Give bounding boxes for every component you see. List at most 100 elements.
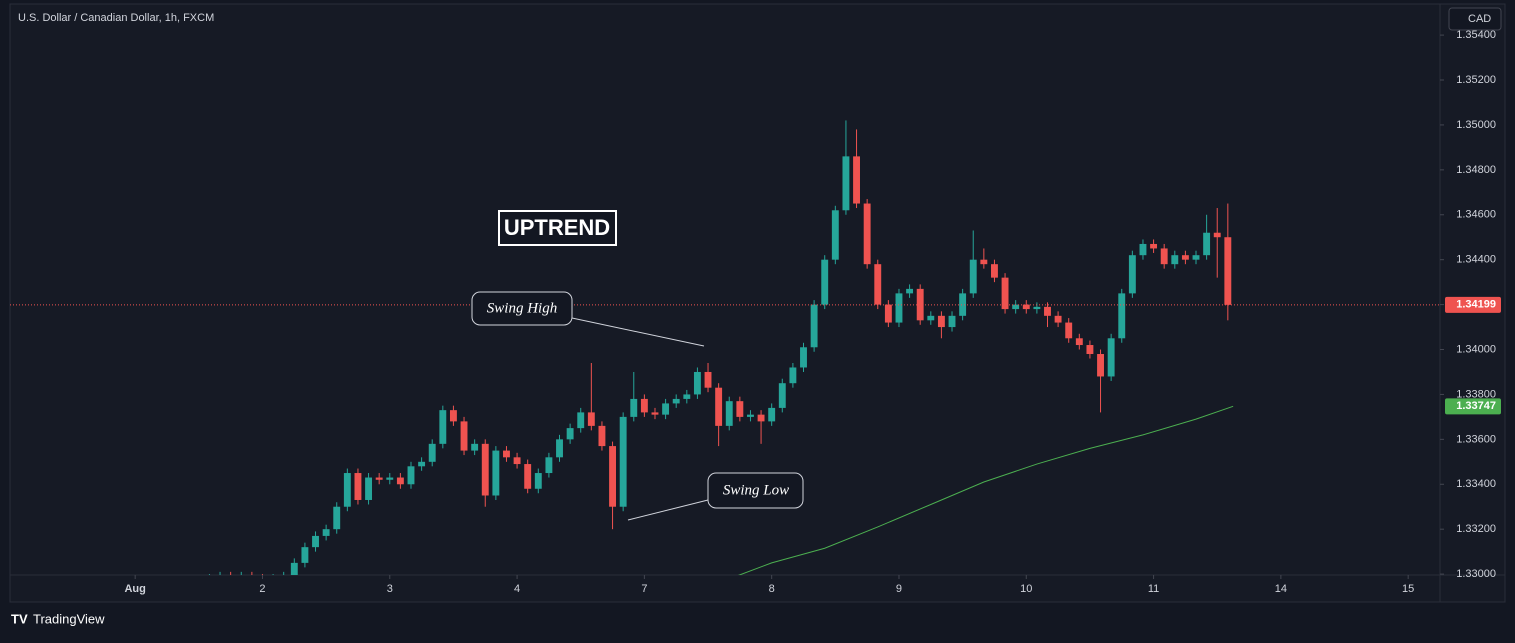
candle-body	[1203, 232, 1211, 256]
candle-body	[1075, 338, 1083, 346]
y-tick-label: 1.35400	[1456, 29, 1496, 41]
candle-body	[556, 439, 563, 458]
candle-body	[1065, 322, 1073, 339]
currency-button[interactable]: CAD	[1448, 7, 1502, 31]
candle-body	[842, 156, 850, 211]
candle-body	[704, 371, 712, 388]
candle-body	[1224, 237, 1232, 305]
candle-body	[1001, 277, 1009, 310]
candle-body	[503, 450, 510, 458]
candle-body	[407, 466, 415, 485]
candle-body	[343, 473, 351, 507]
y-tick-label: 1.34400	[1456, 254, 1496, 266]
candle-body	[736, 401, 744, 417]
candle-body	[598, 425, 606, 447]
candle-body	[534, 473, 542, 489]
candle-body	[693, 371, 701, 395]
candle-body	[991, 264, 998, 278]
x-tick-label: 2	[259, 583, 265, 595]
candle-body	[640, 398, 648, 413]
annotation-text: UPTREND	[504, 215, 610, 240]
moving-average	[738, 405, 1234, 575]
candle-body	[428, 443, 436, 462]
currency-box[interactable]	[1448, 7, 1502, 31]
y-tick-label: 1.33800	[1456, 388, 1496, 400]
swing-high-annotation: Swing High	[471, 291, 705, 347]
candle-body	[386, 477, 394, 480]
swing-low-annotation: Swing Low	[627, 472, 804, 521]
candle-body	[757, 414, 765, 422]
candle-body	[460, 421, 468, 451]
y-tick-label: 1.33400	[1456, 478, 1496, 490]
candle-body	[651, 412, 659, 415]
annotation-box	[471, 291, 573, 326]
candle-body	[1150, 243, 1158, 249]
candle-body	[1107, 338, 1115, 377]
candle-body	[545, 457, 553, 474]
axes: 1.33000 1.33200 1.33400 1.33600 1.33800 1.340…	[124, 29, 1501, 595]
y-tick-label: 1.35000	[1456, 119, 1496, 131]
candle-body	[449, 410, 457, 422]
candle-body	[418, 461, 426, 467]
candle-body	[1181, 255, 1189, 260]
x-tick-label: 14	[1275, 583, 1287, 595]
candle-body	[980, 259, 988, 265]
candle-body	[895, 293, 903, 323]
x-tick-label: 4	[514, 583, 520, 595]
candle-body	[481, 443, 489, 496]
candle-body	[471, 443, 479, 451]
annotation-pointer	[627, 499, 709, 521]
candle-body	[1118, 293, 1126, 339]
candle-body	[1044, 306, 1051, 316]
brand[interactable]: TV TradingView	[11, 611, 105, 626]
candle-body	[333, 506, 341, 530]
candle-body	[725, 401, 733, 426]
candle-body	[672, 398, 680, 404]
y-tick-label: 1.34600	[1456, 209, 1496, 221]
y-tick-label: 1.33600	[1456, 433, 1496, 445]
x-tick-label: 3	[387, 583, 393, 595]
last-price-box	[1445, 296, 1501, 313]
candle-body	[747, 414, 754, 417]
currency-label[interactable]: CAD	[1468, 13, 1491, 25]
candle-body	[619, 416, 627, 507]
candle-body	[301, 547, 309, 563]
candle-body	[821, 259, 829, 305]
candle-body	[906, 288, 914, 294]
candle-body	[322, 529, 330, 536]
candle-body	[375, 477, 383, 480]
chart-frame	[9, 3, 1506, 603]
candle-body	[609, 446, 616, 507]
candle-body	[831, 210, 839, 260]
x-tick-label: 10	[1020, 583, 1032, 595]
brand-logo: TV	[11, 611, 28, 626]
candle-body	[630, 398, 638, 417]
brand-name[interactable]: TradingView	[33, 611, 105, 626]
y-tick-label: 1.33000	[1456, 568, 1496, 580]
candle-body	[524, 464, 532, 489]
chart-title: U.S. Dollar / Canadian Dollar, 1h, FXCM	[18, 12, 214, 24]
y-tick-label: 1.34800	[1456, 164, 1496, 176]
candle-body	[1022, 304, 1030, 310]
candle-body	[874, 264, 882, 305]
candle-body	[959, 293, 967, 316]
candle-body	[290, 562, 298, 575]
candle-body	[513, 457, 521, 465]
candle-body	[396, 477, 404, 485]
uptrend-annotation: UPTREND	[498, 210, 617, 246]
candle-body	[937, 315, 945, 328]
candle-body	[1097, 354, 1104, 377]
annotation-text: Swing Low	[723, 482, 789, 498]
candle-body	[863, 203, 871, 265]
x-tick-label: Aug	[124, 583, 145, 595]
candle-body	[789, 367, 797, 384]
annotation-text: Swing High	[487, 300, 557, 316]
candle-body	[1213, 232, 1221, 238]
candle-body	[1192, 255, 1200, 260]
candle-body	[768, 407, 776, 422]
candle-body	[884, 304, 892, 323]
candle-body	[492, 450, 500, 496]
candle-body	[354, 473, 362, 500]
